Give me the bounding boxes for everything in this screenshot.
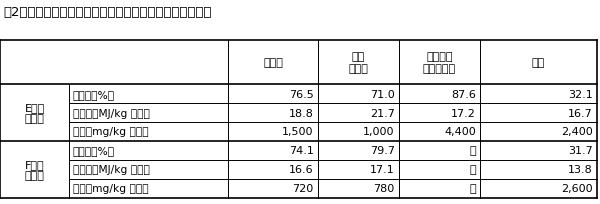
Text: 87.6: 87.6	[451, 89, 476, 99]
Text: 脱水
ケーキ: 脱水 ケーキ	[349, 52, 368, 73]
Text: F牧場
（豚）: F牧場 （豚）	[25, 159, 44, 180]
Text: 720: 720	[293, 183, 314, 193]
Text: 発熱量（MJ/kg 乾物）: 発熱量（MJ/kg 乾物）	[73, 108, 149, 118]
Text: E牧場
（豚）: E牧場 （豚）	[25, 102, 44, 124]
Text: 74.1: 74.1	[289, 146, 314, 156]
Text: 4,400: 4,400	[444, 127, 476, 137]
Text: 18.8: 18.8	[289, 108, 314, 118]
Text: 1,000: 1,000	[364, 127, 395, 137]
Text: 16.7: 16.7	[568, 108, 593, 118]
Text: 780: 780	[374, 183, 395, 193]
Text: 71.0: 71.0	[370, 89, 395, 99]
Text: 1,500: 1,500	[283, 127, 314, 137]
Text: 76.5: 76.5	[289, 89, 314, 99]
Text: 2,600: 2,600	[561, 183, 593, 193]
Text: 16.6: 16.6	[289, 165, 314, 175]
Text: 余剰汚泥
脱水ケーキ: 余剰汚泥 脱水ケーキ	[423, 52, 456, 73]
Text: 含水率（%）: 含水率（%）	[73, 146, 115, 156]
Text: 21.7: 21.7	[370, 108, 395, 118]
Text: 17.2: 17.2	[451, 108, 476, 118]
Text: 塩素（mg/kg 乾物）: 塩素（mg/kg 乾物）	[73, 183, 148, 193]
Text: 79.7: 79.7	[370, 146, 395, 156]
Text: 含水率（%）: 含水率（%）	[73, 89, 115, 99]
Text: 粗ゴミ: 粗ゴミ	[263, 58, 283, 68]
Text: 17.1: 17.1	[370, 165, 395, 175]
Text: 表2　養豚場で発生する豚ふん固分の種類とそれらの成分: 表2 養豚場で発生する豚ふん固分の種類とそれらの成分	[3, 6, 212, 19]
Text: 2,400: 2,400	[561, 127, 593, 137]
Text: 堆肥: 堆肥	[532, 58, 545, 68]
Text: －: －	[469, 165, 476, 175]
Text: 13.8: 13.8	[568, 165, 593, 175]
Text: －: －	[469, 146, 476, 156]
Text: 発熱量（MJ/kg 乾物）: 発熱量（MJ/kg 乾物）	[73, 165, 149, 175]
Text: 31.7: 31.7	[568, 146, 593, 156]
Text: －: －	[469, 183, 476, 193]
Text: 32.1: 32.1	[568, 89, 593, 99]
Text: 塩素（mg/kg 乾物）: 塩素（mg/kg 乾物）	[73, 127, 148, 137]
